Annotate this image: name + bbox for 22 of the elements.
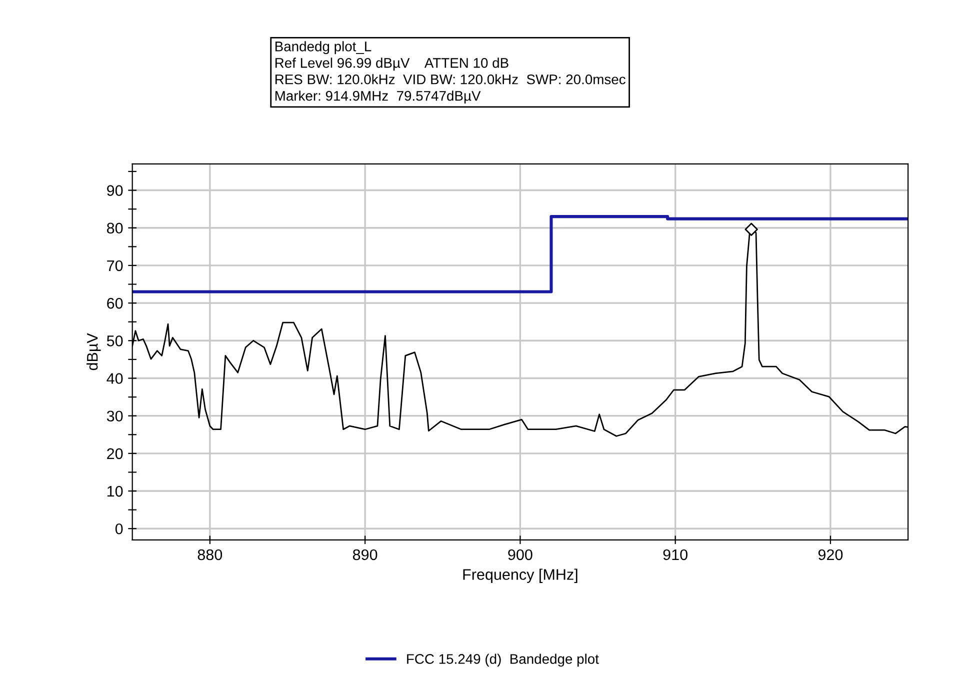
x-tick-label: 900 <box>508 549 532 560</box>
x-tick-label: 910 <box>663 549 688 560</box>
y-tick-label: 60 <box>107 298 123 309</box>
chart-title: Bandedg plot_L <box>275 41 372 54</box>
text: Ref Level 96.99 dBµV ATTEN 10 dB <box>275 58 508 71</box>
text: RES BW: 120.0kHz VID BW: 120.0kHz SWP: 20.0msec <box>275 74 626 84</box>
y-tick-label: 90 <box>107 185 123 196</box>
text: Marker: 914.9MHz 79.5747dBµV <box>275 90 481 104</box>
legend-label: FCC 15.249 (d) Bandedge plot <box>407 654 599 667</box>
y-tick-label: 80 <box>106 222 123 234</box>
y-tick-label: 70 <box>107 260 123 272</box>
y-tick-label: 10 <box>107 486 123 497</box>
x-tick-label: 920 <box>818 549 843 560</box>
y-tick-label: 20 <box>107 448 123 460</box>
y-tick-label: 40 <box>106 373 123 384</box>
x-axis-title: Frequency [MHz] <box>463 568 578 583</box>
y-axis-title: dBµV <box>86 333 101 370</box>
x-tick-label: 890 <box>352 549 378 560</box>
y-tick-label: 30 <box>106 410 123 422</box>
y-tick-label: 0 <box>115 523 123 534</box>
x-tick-label: 880 <box>198 549 222 560</box>
y-tick-label: 50 <box>106 336 123 346</box>
